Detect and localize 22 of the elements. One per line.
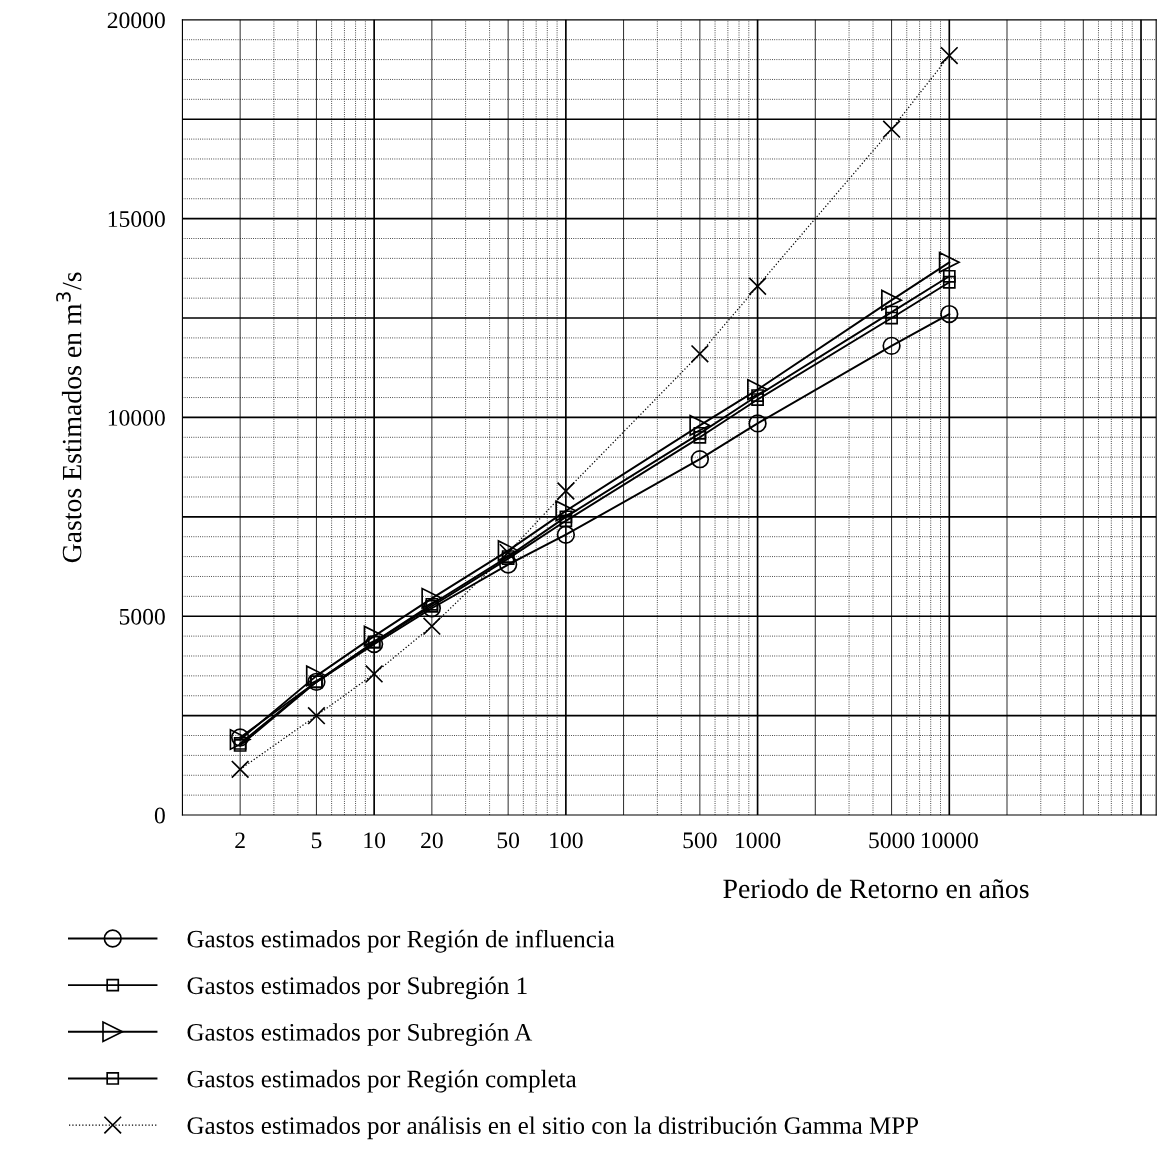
x-tick-label: 5000 <box>869 832 915 849</box>
x-tick-label: 10000 <box>921 832 978 849</box>
x-tick-label: 500 <box>683 832 717 849</box>
y-axis-title: Gastos Estimados en m$^{3}$/s <box>56 272 82 563</box>
legend-label: Gastos estimados por Subregión A <box>187 1023 533 1046</box>
x-tick-label: 1000 <box>736 832 781 849</box>
x-tick-label: 100 <box>550 832 583 849</box>
x-tick-label: 20 <box>421 832 443 849</box>
x-tick-label: 5 <box>311 832 322 849</box>
y-tick-label: 20000 <box>107 12 165 29</box>
legend-label: Gastos estimados por Región de influencia <box>187 929 615 953</box>
y-tick-label: 5000 <box>119 608 165 625</box>
y-tick-label: 10000 <box>108 409 165 426</box>
x-tick-label: 10 <box>364 832 386 849</box>
legend-label: Gastos estimados por Subregión 1 <box>187 976 527 1000</box>
y-tick-label: 0 <box>154 807 165 824</box>
legend-label: Gastos estimados por análisis en el sitio con la distribución Gamma MPP <box>187 1116 919 1140</box>
y-tick-label: 15000 <box>108 211 165 228</box>
x-tick-label: 2 <box>235 832 245 849</box>
x-axis-title: Periodo de Retorno en años <box>723 878 1029 899</box>
x-tick-label: 50 <box>497 832 520 849</box>
legend-label: Gastos estimados por Región completa <box>187 1069 577 1093</box>
